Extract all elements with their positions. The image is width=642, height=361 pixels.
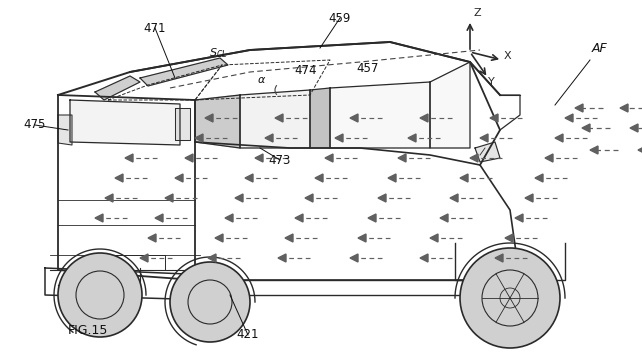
Polygon shape (378, 194, 386, 202)
Polygon shape (140, 254, 148, 262)
Polygon shape (330, 82, 430, 148)
Polygon shape (495, 254, 503, 262)
Polygon shape (335, 134, 343, 142)
Polygon shape (235, 194, 243, 202)
Text: Z: Z (473, 8, 481, 18)
Polygon shape (638, 146, 642, 154)
Polygon shape (148, 234, 156, 242)
Text: Y: Y (488, 77, 495, 87)
Text: 471: 471 (144, 22, 166, 35)
Polygon shape (225, 214, 233, 222)
Polygon shape (95, 76, 140, 100)
Polygon shape (265, 134, 273, 142)
Polygon shape (105, 194, 113, 202)
Polygon shape (470, 154, 478, 162)
Text: 421: 421 (237, 329, 259, 342)
Polygon shape (490, 114, 498, 122)
Polygon shape (582, 124, 590, 132)
Text: 474: 474 (295, 64, 317, 77)
Polygon shape (350, 114, 358, 122)
Polygon shape (58, 115, 72, 145)
Polygon shape (630, 124, 638, 132)
Polygon shape (368, 214, 376, 222)
Polygon shape (165, 194, 173, 202)
Circle shape (460, 248, 560, 348)
Polygon shape (245, 174, 253, 182)
Polygon shape (430, 234, 438, 242)
Polygon shape (255, 154, 263, 162)
Polygon shape (620, 104, 628, 112)
Polygon shape (70, 100, 180, 145)
Polygon shape (545, 154, 553, 162)
Circle shape (58, 253, 142, 337)
Text: 459: 459 (329, 12, 351, 25)
Polygon shape (408, 134, 416, 142)
Polygon shape (515, 214, 523, 222)
Polygon shape (115, 174, 123, 182)
Polygon shape (195, 95, 240, 148)
Text: $\alpha$: $\alpha$ (257, 75, 266, 85)
Text: 475: 475 (24, 118, 46, 131)
Polygon shape (440, 214, 448, 222)
Polygon shape (565, 114, 573, 122)
Polygon shape (460, 174, 468, 182)
Polygon shape (215, 234, 223, 242)
Polygon shape (208, 254, 216, 262)
Polygon shape (140, 58, 228, 86)
Polygon shape (420, 114, 428, 122)
Polygon shape (205, 114, 213, 122)
Polygon shape (278, 254, 286, 262)
Polygon shape (555, 134, 563, 142)
Polygon shape (575, 104, 583, 112)
Polygon shape (240, 90, 310, 148)
Text: $S_{CL}$: $S_{CL}$ (209, 46, 227, 60)
Polygon shape (358, 234, 366, 242)
Polygon shape (480, 134, 488, 142)
Polygon shape (450, 194, 458, 202)
Circle shape (170, 262, 250, 342)
Polygon shape (430, 62, 470, 148)
Text: 457: 457 (357, 62, 379, 75)
Text: 473: 473 (269, 153, 291, 166)
Polygon shape (525, 194, 533, 202)
Polygon shape (155, 214, 163, 222)
Text: X: X (504, 51, 512, 61)
Polygon shape (535, 174, 543, 182)
Polygon shape (95, 214, 103, 222)
Polygon shape (475, 142, 500, 162)
Polygon shape (295, 214, 303, 222)
Polygon shape (398, 154, 406, 162)
Polygon shape (195, 134, 203, 142)
Polygon shape (175, 174, 183, 182)
Polygon shape (350, 254, 358, 262)
Polygon shape (310, 88, 330, 148)
Polygon shape (305, 194, 313, 202)
Text: AF: AF (592, 42, 608, 55)
Polygon shape (125, 154, 133, 162)
Polygon shape (315, 174, 323, 182)
Text: FIG.15: FIG.15 (68, 323, 108, 336)
Polygon shape (325, 154, 333, 162)
Polygon shape (285, 234, 293, 242)
Polygon shape (505, 234, 513, 242)
Polygon shape (590, 146, 598, 154)
Polygon shape (275, 114, 283, 122)
Polygon shape (185, 154, 193, 162)
Polygon shape (175, 108, 190, 140)
Polygon shape (388, 174, 396, 182)
Polygon shape (420, 254, 428, 262)
